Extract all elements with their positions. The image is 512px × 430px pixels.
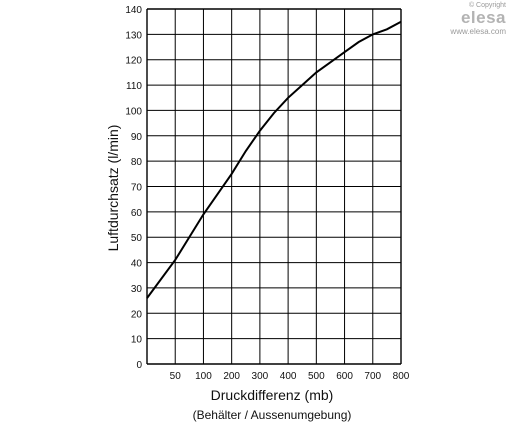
y-tick-label: 80 [131, 157, 143, 168]
x-tick-label: 500 [308, 371, 325, 382]
brand-name: elesa [460, 8, 506, 27]
y-tick-label: 10 [131, 335, 143, 346]
y-tick-label: 100 [125, 106, 142, 117]
series-line [146, 20, 402, 299]
x-tick-label: 300 [252, 371, 269, 382]
x-tick-label: 50 [170, 371, 182, 382]
y-tick-label: 0 [136, 360, 142, 371]
y-axis-title: Luftdurchsatz (l/min) [105, 125, 121, 252]
brand-url: www.elesa.com [450, 27, 506, 36]
chart-grid [146, 8, 402, 365]
y-tick-label: 140 [125, 5, 142, 16]
x-axis-subtitle: (Behälter / Aussenumgebung) [193, 408, 352, 422]
x-tick-label: 100 [195, 371, 212, 382]
x-tick-labels: 50 100 200 300 400 500 600 700 800 [170, 371, 410, 382]
y-tick-label: 40 [131, 259, 143, 270]
y-tick-labels: 0 10 20 30 40 50 60 70 80 90 100 110 120 130 140 [125, 5, 142, 371]
y-tick-label: 130 [125, 30, 142, 41]
y-tick-label: 20 [131, 309, 143, 320]
y-tick-label: 70 [131, 183, 143, 194]
x-axis-title: Druckdifferenz (mb) [211, 387, 334, 403]
elesa-logo: © Copyright elesa www.elesa.com [450, 2, 506, 36]
x-tick-label: 200 [223, 371, 240, 382]
y-tick-label: 60 [131, 208, 143, 219]
copyright-text: © Copyright [468, 2, 506, 9]
x-tick-label: 400 [280, 371, 297, 382]
y-tick-label: 90 [131, 132, 143, 143]
y-tick-label: 30 [131, 284, 143, 295]
y-tick-label: 50 [131, 233, 143, 244]
y-tick-label: 120 [125, 56, 142, 67]
x-tick-label: 600 [336, 371, 353, 382]
y-tick-label: 110 [126, 81, 142, 92]
x-tick-label: 800 [393, 371, 410, 382]
x-tick-label: 700 [364, 371, 381, 382]
